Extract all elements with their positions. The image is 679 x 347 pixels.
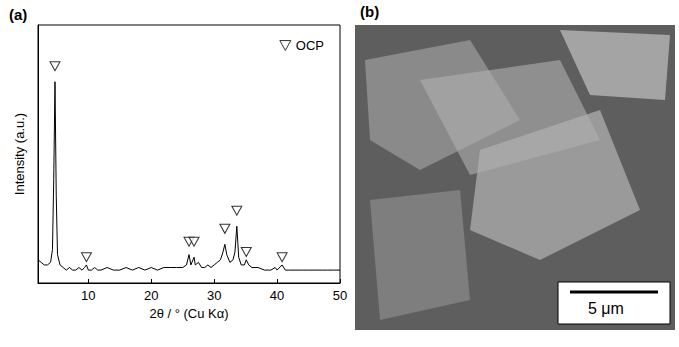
svg-text:Intensity (a.u.): Intensity (a.u.) <box>12 113 27 195</box>
svg-text:40: 40 <box>270 288 284 303</box>
svg-text:10: 10 <box>81 288 95 303</box>
svg-text:30: 30 <box>207 288 221 303</box>
svg-text:(b): (b) <box>360 3 379 20</box>
svg-text:(a): (a) <box>9 6 27 23</box>
svg-text:2θ / ° (Cu Kα): 2θ / ° (Cu Kα) <box>149 306 228 321</box>
svg-text:50: 50 <box>333 288 347 303</box>
svg-text:OCP: OCP <box>296 38 324 53</box>
svg-text:5 μm: 5 μm <box>588 300 624 317</box>
svg-text:20: 20 <box>144 288 158 303</box>
